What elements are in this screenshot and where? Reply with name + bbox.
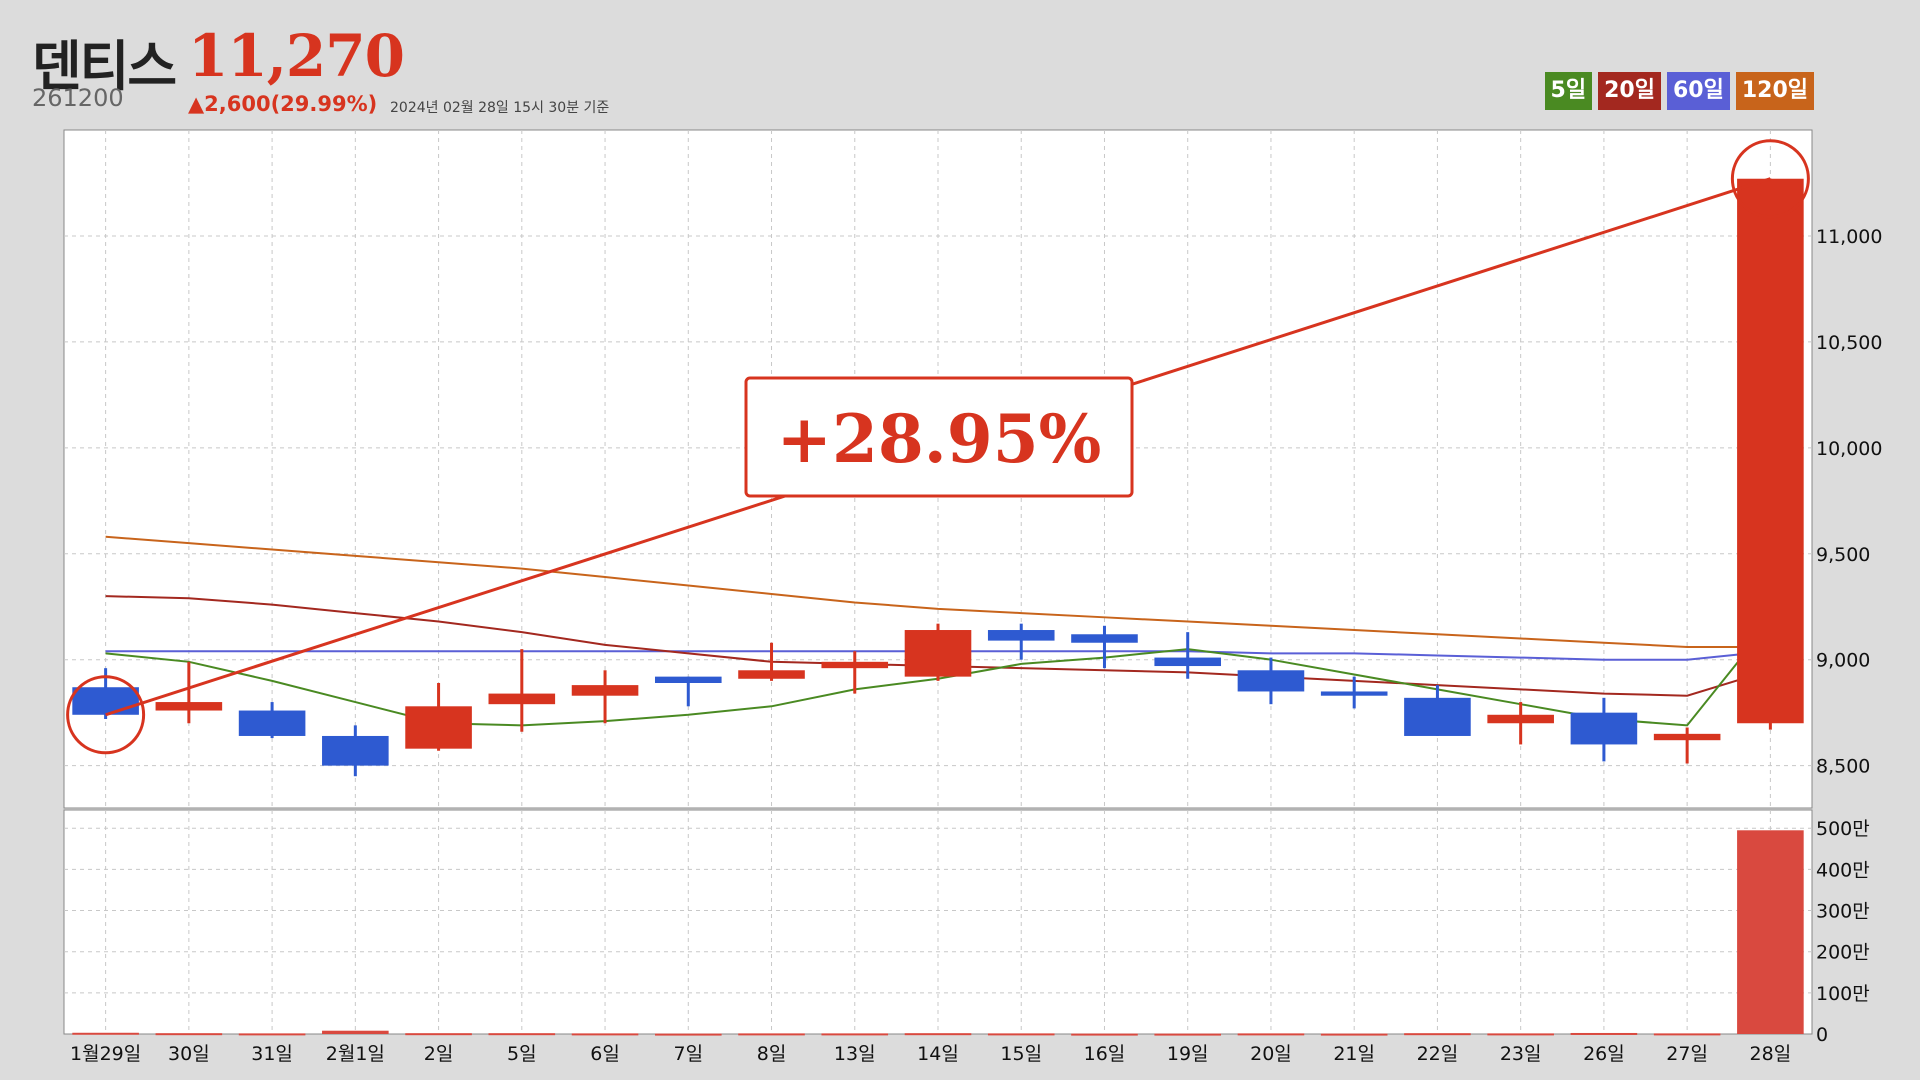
start-circle bbox=[66, 675, 146, 755]
candle-body bbox=[654, 676, 722, 683]
callout-text: +28.95% bbox=[777, 400, 1102, 478]
volume-bar bbox=[1487, 1033, 1554, 1036]
y-tick-label: 11,000 bbox=[1816, 226, 1882, 248]
x-tick-label: 27일 bbox=[1666, 1043, 1708, 1065]
x-tick-label: 23일 bbox=[1500, 1043, 1542, 1065]
x-tick-label: 31일 bbox=[251, 1043, 293, 1065]
candle-body bbox=[488, 693, 556, 705]
legend-ma60[interactable]: 60일 bbox=[1666, 72, 1730, 110]
x-tick-label: 16일 bbox=[1084, 1043, 1126, 1065]
candle-body bbox=[155, 702, 223, 711]
candle-body bbox=[1154, 657, 1222, 667]
volume-tick-label: 0 bbox=[1816, 1024, 1828, 1046]
volume-bar bbox=[488, 1033, 556, 1036]
y-tick-label: 8,500 bbox=[1816, 756, 1870, 778]
x-tick-label: 15일 bbox=[1000, 1043, 1042, 1065]
volume-tick-label: 400만 bbox=[1816, 859, 1870, 881]
volume-bar bbox=[1154, 1033, 1222, 1036]
ma-legend: 5일 20일 60일 120일 bbox=[1544, 72, 1814, 110]
candle-body bbox=[322, 735, 389, 766]
y-tick-label: 9,500 bbox=[1816, 544, 1870, 566]
volume-bar bbox=[738, 1033, 805, 1036]
x-tick-label: 28일 bbox=[1750, 1043, 1792, 1065]
volume-bar bbox=[72, 1032, 139, 1035]
candle-body bbox=[904, 630, 972, 677]
volume-bar bbox=[904, 1033, 972, 1036]
volume-bar bbox=[1237, 1033, 1305, 1036]
volume-bar bbox=[1320, 1033, 1388, 1036]
legend-ma20[interactable]: 20일 bbox=[1598, 72, 1661, 110]
volume-tick-label: 500만 bbox=[1816, 818, 1870, 840]
stock-name: 덴티스 bbox=[32, 35, 177, 98]
volume-bar bbox=[405, 1033, 472, 1036]
ma-line-120일 bbox=[105, 535, 1771, 648]
volume-tick-label: 300만 bbox=[1816, 901, 1870, 923]
x-tick-label: 6일 bbox=[590, 1043, 620, 1065]
candle-body bbox=[1487, 714, 1554, 724]
current-price: 11,270 bbox=[188, 22, 405, 90]
volume-bar bbox=[238, 1033, 306, 1036]
volume-bar bbox=[1404, 1033, 1471, 1036]
candle-body bbox=[987, 630, 1055, 641]
volume-bar bbox=[155, 1033, 223, 1036]
candle-body bbox=[405, 706, 472, 749]
legend-ma5[interactable]: 5일 bbox=[1544, 72, 1593, 110]
candle-body bbox=[571, 685, 639, 696]
legend-ma120[interactable]: 120일 bbox=[1735, 72, 1814, 110]
x-tick-label: 7일 bbox=[673, 1043, 703, 1065]
y-tick-label: 10,500 bbox=[1816, 332, 1882, 354]
x-tick-label: 2일 bbox=[424, 1043, 454, 1065]
price-change: ▲2,600(29.99%) bbox=[188, 92, 378, 116]
candle-body bbox=[1570, 712, 1638, 745]
candle-body bbox=[1737, 178, 1804, 724]
candle-body bbox=[238, 710, 306, 736]
x-tick-label: 20일 bbox=[1250, 1043, 1292, 1065]
candle-body bbox=[1653, 733, 1721, 741]
y-tick-label: 10,000 bbox=[1816, 438, 1882, 460]
candle-body bbox=[821, 661, 889, 669]
x-tick-label: 30일 bbox=[168, 1043, 210, 1065]
x-tick-label: 2월1일 bbox=[326, 1043, 385, 1065]
volume-bar bbox=[322, 1030, 389, 1034]
x-tick-label: 21일 bbox=[1333, 1043, 1375, 1065]
candle-body bbox=[738, 670, 805, 679]
y-tick-label: 9,000 bbox=[1816, 650, 1870, 672]
volume-bar bbox=[1653, 1033, 1721, 1036]
x-tick-label: 8일 bbox=[757, 1043, 787, 1065]
x-tick-label: 14일 bbox=[917, 1043, 959, 1065]
volume-bar bbox=[1737, 830, 1804, 1034]
candle-body bbox=[1071, 634, 1138, 643]
candle-body bbox=[72, 687, 139, 715]
x-tick-label: 5일 bbox=[507, 1043, 537, 1065]
x-tick-label: 19일 bbox=[1167, 1043, 1209, 1065]
volume-bar bbox=[987, 1033, 1055, 1036]
candle-body bbox=[1404, 697, 1471, 736]
volume-bar bbox=[1570, 1032, 1638, 1035]
volume-tick-label: 200만 bbox=[1816, 942, 1870, 964]
candle-body bbox=[1320, 691, 1388, 696]
x-tick-label: 1월29일 bbox=[70, 1043, 141, 1065]
timestamp: 2024년 02월 28일 15시 30분 기준 bbox=[390, 100, 610, 116]
callout-box bbox=[744, 376, 1134, 498]
x-tick-label: 26일 bbox=[1583, 1043, 1625, 1065]
volume-bar bbox=[1071, 1033, 1138, 1036]
end-circle bbox=[1730, 139, 1810, 219]
volume-bar bbox=[821, 1033, 889, 1036]
volume-tick-label: 100만 bbox=[1816, 983, 1870, 1005]
x-tick-label: 13일 bbox=[834, 1043, 876, 1065]
candle-body bbox=[1237, 670, 1305, 692]
stock-code: 261200 bbox=[32, 84, 124, 112]
volume-bar bbox=[571, 1033, 639, 1036]
volume-bar bbox=[654, 1033, 722, 1036]
x-tick-label: 22일 bbox=[1417, 1043, 1459, 1065]
